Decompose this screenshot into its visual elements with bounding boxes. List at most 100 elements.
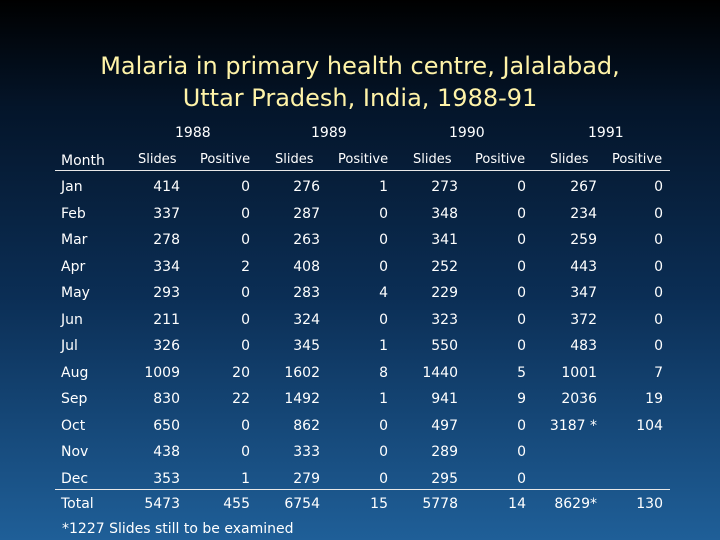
total-value-cell: 8629* (554, 496, 597, 512)
total-value-cell: 130 (636, 496, 663, 512)
value-cell: 0 (379, 259, 388, 275)
value-cell: 0 (654, 338, 663, 354)
value-cell: 941 (431, 391, 458, 407)
value-cell: 3187 * (549, 418, 597, 434)
value-cell: 20 (232, 365, 250, 381)
value-cell: 414 (153, 179, 180, 195)
year-header: 1990 (449, 125, 485, 141)
value-cell: 0 (517, 179, 526, 195)
value-cell: 0 (517, 285, 526, 301)
header-rule (55, 170, 670, 171)
value-cell: 1 (379, 179, 388, 195)
value-cell: 1 (379, 391, 388, 407)
value-cell: 0 (517, 471, 526, 487)
month-cell: Mar (61, 232, 88, 248)
slides-header: Slides (275, 152, 314, 167)
value-cell: 0 (241, 338, 250, 354)
value-cell: 348 (431, 206, 458, 222)
total-rule (55, 489, 670, 490)
month-cell: Apr (61, 259, 86, 275)
value-cell: 293 (153, 285, 180, 301)
value-cell: 0 (517, 444, 526, 460)
value-cell: 0 (654, 232, 663, 248)
slide-title: Malaria in primary health centre, Jalala… (0, 50, 720, 114)
month-cell: Dec (61, 471, 89, 487)
value-cell: 278 (153, 232, 180, 248)
value-cell: 483 (570, 338, 597, 354)
value-cell: 276 (293, 179, 320, 195)
value-cell: 0 (379, 312, 388, 328)
value-cell: 0 (654, 285, 663, 301)
value-cell: 0 (517, 338, 526, 354)
value-cell: 5 (517, 365, 526, 381)
value-cell: 550 (431, 338, 458, 354)
value-cell: 259 (570, 232, 597, 248)
value-cell: 4 (379, 285, 388, 301)
value-cell: 0 (379, 206, 388, 222)
value-cell: 0 (654, 206, 663, 222)
value-cell: 263 (293, 232, 320, 248)
value-cell: 9 (517, 391, 526, 407)
month-cell: Jul (61, 338, 78, 354)
positive-header: Positive (338, 152, 389, 167)
value-cell: 408 (293, 259, 320, 275)
value-cell: 443 (570, 259, 597, 275)
value-cell: 1602 (284, 365, 320, 381)
year-header: 1988 (175, 125, 211, 141)
value-cell: 372 (570, 312, 597, 328)
value-cell: 0 (517, 232, 526, 248)
value-cell: 1001 (561, 365, 597, 381)
value-cell: 2036 (561, 391, 597, 407)
value-cell: 0 (654, 312, 663, 328)
value-cell: 1492 (284, 391, 320, 407)
month-cell: Oct (61, 418, 86, 434)
total-label: Total (61, 496, 94, 512)
total-value-cell: 5778 (422, 496, 458, 512)
month-cell: Nov (61, 444, 89, 460)
value-cell: 1 (379, 338, 388, 354)
value-cell: 273 (431, 179, 458, 195)
value-cell: 0 (241, 206, 250, 222)
month-header: Month (61, 153, 105, 169)
value-cell: 289 (431, 444, 458, 460)
value-cell: 353 (153, 471, 180, 487)
value-cell: 334 (153, 259, 180, 275)
value-cell: 1009 (144, 365, 180, 381)
value-cell: 0 (517, 259, 526, 275)
value-cell: 337 (153, 206, 180, 222)
month-cell: Jan (61, 179, 83, 195)
value-cell: 267 (570, 179, 597, 195)
value-cell: 0 (379, 418, 388, 434)
value-cell: 326 (153, 338, 180, 354)
value-cell: 0 (654, 259, 663, 275)
value-cell: 19 (645, 391, 663, 407)
value-cell: 438 (153, 444, 180, 460)
value-cell: 650 (153, 418, 180, 434)
total-value-cell: 455 (223, 496, 250, 512)
total-value-cell: 6754 (284, 496, 320, 512)
value-cell: 295 (431, 471, 458, 487)
value-cell: 211 (153, 312, 180, 328)
value-cell: 0 (241, 179, 250, 195)
value-cell: 2 (241, 259, 250, 275)
value-cell: 0 (241, 232, 250, 248)
value-cell: 229 (431, 285, 458, 301)
value-cell: 22 (232, 391, 250, 407)
value-cell: 0 (379, 444, 388, 460)
value-cell: 283 (293, 285, 320, 301)
value-cell: 252 (431, 259, 458, 275)
title-line-1: Malaria in primary health centre, Jalala… (100, 52, 620, 80)
month-cell: Sep (61, 391, 88, 407)
value-cell: 347 (570, 285, 597, 301)
value-cell: 0 (241, 312, 250, 328)
value-cell: 0 (379, 471, 388, 487)
total-value-cell: 15 (370, 496, 388, 512)
month-cell: Jun (61, 312, 83, 328)
value-cell: 323 (431, 312, 458, 328)
positive-header: Positive (200, 152, 251, 167)
value-cell: 862 (293, 418, 320, 434)
positive-header: Positive (475, 152, 526, 167)
value-cell: 0 (241, 444, 250, 460)
total-value-cell: 14 (508, 496, 526, 512)
